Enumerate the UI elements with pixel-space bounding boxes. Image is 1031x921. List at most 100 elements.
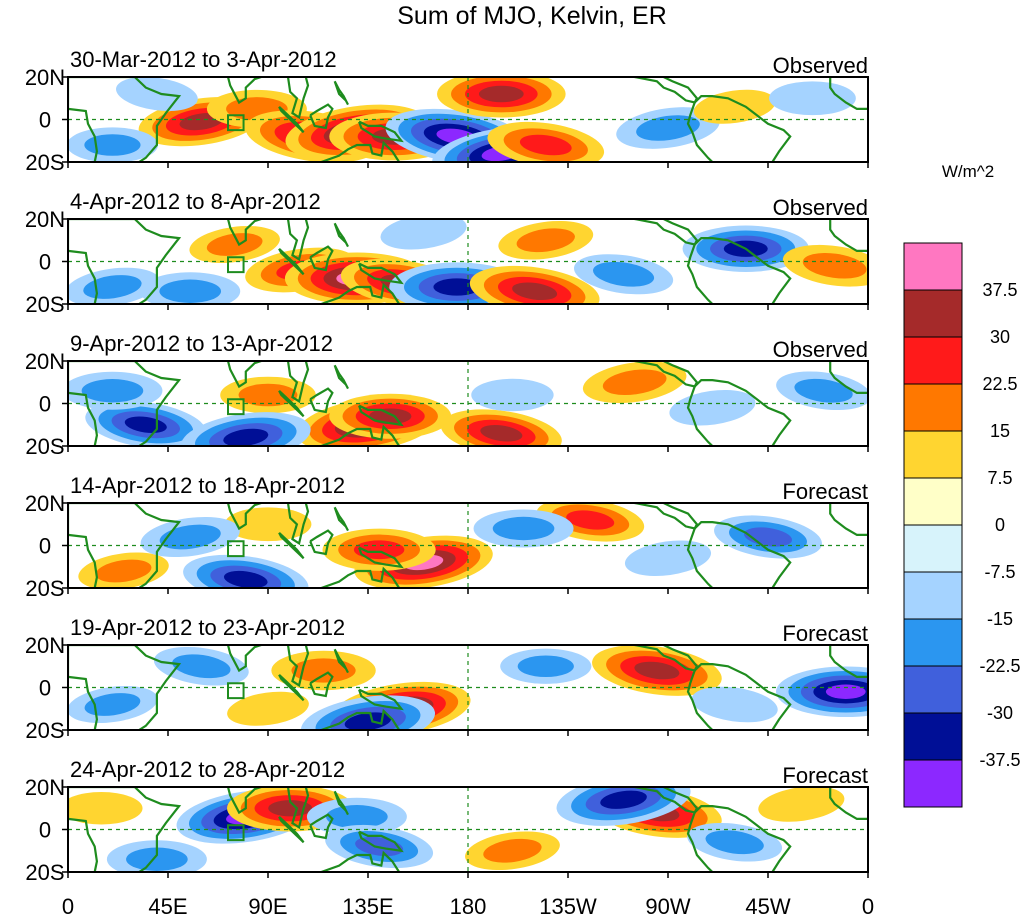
y-tick-label: 20S — [25, 434, 64, 459]
anomaly-contour — [758, 787, 845, 822]
x-tick-label: 45E — [148, 894, 187, 919]
anomaly-contour — [478, 85, 524, 103]
coastline — [68, 645, 99, 730]
index-box — [227, 398, 245, 416]
coastline — [68, 503, 182, 588]
coastline — [309, 387, 334, 414]
anomaly-contour — [480, 424, 523, 442]
coastline — [829, 503, 868, 536]
anomaly-positive — [68, 792, 143, 825]
anomaly-negative — [687, 822, 783, 862]
anomaly-contour — [159, 279, 222, 303]
anomaly-negative — [500, 648, 592, 684]
anomaly-contour — [566, 510, 615, 530]
anomaly-contour — [223, 428, 269, 446]
anomaly-contour — [223, 570, 268, 588]
y-tick-label: 20S — [25, 860, 64, 885]
anomaly-contour — [268, 800, 313, 817]
anomaly-negative — [116, 77, 198, 112]
coastline — [68, 77, 99, 162]
index-box — [227, 256, 245, 274]
coastline — [286, 361, 310, 404]
panel-status-label: Observed — [773, 53, 868, 78]
colorbar-tick-label: -15 — [987, 609, 1013, 629]
coastline — [278, 389, 305, 418]
anomaly-positive — [78, 552, 169, 588]
coastline — [358, 688, 404, 711]
coastline — [333, 506, 349, 532]
coastline — [278, 531, 305, 560]
y-tick-label: 20N — [25, 65, 65, 90]
anomaly-contour — [825, 684, 866, 699]
panel-status-label: Forecast — [782, 621, 868, 646]
coastline — [68, 361, 99, 446]
anomaly-negative — [776, 371, 868, 411]
coastline — [358, 830, 404, 853]
colorbar-swatch — [903, 383, 963, 432]
y-tick-label: 20N — [25, 349, 65, 374]
coastline — [309, 813, 334, 840]
anomaly-contour — [600, 790, 647, 809]
anomaly-contour — [691, 686, 778, 723]
anomaly-positive — [465, 831, 560, 871]
anomaly-positive — [322, 528, 436, 571]
x-tick-label: 90E — [248, 894, 287, 919]
coastline — [358, 262, 404, 285]
panel-field — [68, 77, 868, 162]
x-tick-label: 180 — [450, 894, 487, 919]
panel-field — [68, 219, 868, 304]
coastline — [693, 237, 792, 304]
panel-2: 4-Apr-2012 to 8-Apr-2012 Observed 20N 0 20S — [25, 189, 869, 317]
y-tick-label: 0 — [39, 392, 51, 417]
anomaly-negative — [306, 797, 407, 836]
x-tick-label: 90W — [645, 894, 690, 919]
anomaly-negative — [380, 219, 467, 250]
coastline — [693, 663, 792, 730]
y-tick-label: 20S — [25, 576, 64, 601]
coastline — [68, 787, 99, 872]
coastline — [358, 120, 404, 143]
y-tick-label: 20N — [25, 207, 65, 232]
coastline — [68, 361, 182, 446]
coastline — [68, 645, 182, 730]
coastline — [333, 80, 349, 106]
coastline — [686, 386, 714, 446]
coastline — [286, 503, 310, 546]
x-tick-label: 45W — [745, 894, 790, 919]
anomaly-positive — [782, 244, 868, 287]
anomaly-contour — [492, 516, 555, 541]
anomaly-contour — [483, 838, 542, 863]
coastline — [226, 503, 262, 531]
x-axis: 0 45E 90E 135E 180 135W 90W 45W 0 — [62, 894, 874, 919]
anomaly-contour — [602, 369, 667, 396]
panel-period-label: 24-Apr-2012 to 28-Apr-2012 — [70, 757, 345, 782]
colorbar-swatch — [903, 336, 963, 385]
index-box — [227, 682, 245, 700]
coastline — [829, 77, 868, 110]
coastline — [358, 546, 404, 569]
anomaly-contour — [84, 693, 141, 716]
anomaly-negative — [775, 666, 868, 718]
coastline — [309, 245, 334, 272]
anomaly-positive — [487, 121, 605, 162]
anomaly-positive — [437, 77, 566, 118]
anomaly-contour — [636, 115, 700, 141]
colorbar-tick-label: 0 — [995, 515, 1005, 535]
index-box — [227, 824, 245, 842]
anomaly-negative — [68, 127, 159, 162]
anomaly-contour — [81, 379, 144, 403]
anomaly-contour — [634, 661, 680, 680]
anomaly-contour — [159, 524, 221, 550]
anomaly-contour — [227, 691, 309, 726]
panel-1: 30-Mar-2012 to 3-Apr-2012 Observed 20N 0 20S — [25, 47, 869, 175]
anomaly-positive — [271, 650, 376, 691]
x-tick-label: 135E — [342, 894, 393, 919]
colorbar-tick-label: -7.5 — [984, 562, 1015, 582]
colorbar-swatch — [903, 712, 963, 761]
anomaly-negative — [140, 516, 240, 558]
coastline — [686, 812, 714, 872]
anomaly-contour — [705, 830, 764, 855]
anomaly-contour — [291, 658, 356, 683]
anomaly-negative — [180, 412, 311, 446]
coastline — [309, 103, 334, 130]
